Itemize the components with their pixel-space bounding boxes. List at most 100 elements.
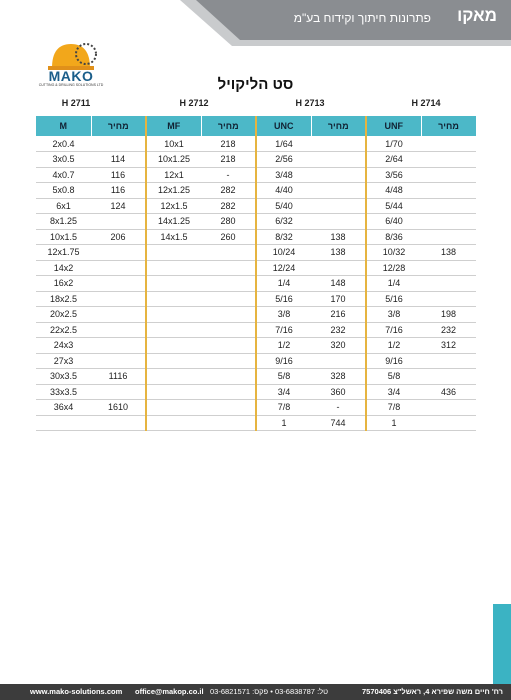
size-cell: 12/28 — [366, 260, 421, 276]
price-cell — [311, 167, 367, 183]
size-cell: 6/40 — [366, 213, 421, 230]
price-cell — [421, 136, 476, 152]
logo-tagline: CUTTING & DRILLING SOLUTIONS LTD — [38, 83, 104, 87]
price-cell — [91, 275, 147, 292]
price-cell: 138 — [421, 244, 476, 261]
price-cell — [201, 306, 257, 323]
price-cell — [201, 275, 257, 292]
price-cell: 312 — [421, 337, 476, 354]
price-cell: 282 — [201, 198, 257, 214]
table-row: 16x2 1/4 148 1/4 — [36, 275, 476, 292]
size-cell: 10/24 — [256, 244, 311, 261]
code-h2711: H 2711 — [61, 98, 91, 108]
size-cell — [146, 415, 201, 431]
price-cell — [91, 353, 147, 369]
price-cell: 116 — [91, 167, 147, 183]
size-cell: 33x3.5 — [36, 384, 91, 400]
footer-website[interactable]: www.mako-solutions.com — [30, 687, 123, 696]
price-cell — [201, 322, 257, 338]
table-row: 36x4 1610 7/8-7/8 — [36, 399, 476, 416]
table-header-row: M מחיר MF מחיר UNC מחיר UNF מחיר — [36, 116, 477, 136]
price-cell — [421, 415, 476, 431]
size-cell — [146, 368, 201, 385]
price-cell — [311, 260, 367, 276]
price-cell — [421, 198, 476, 214]
size-cell: 3/48 — [256, 167, 311, 183]
table-row: 8x1.25 14x1.25 280 6/32 6/40 — [36, 213, 476, 230]
price-cell — [91, 260, 147, 276]
size-cell: 12x1.5 — [146, 198, 201, 214]
size-cell: 12x1 — [146, 167, 201, 183]
size-cell: 30x3.5 — [36, 368, 91, 385]
size-cell: 6/32 — [256, 213, 311, 230]
price-cell: 320 — [311, 337, 367, 354]
size-cell — [146, 291, 201, 307]
header-unf: UNF — [366, 116, 422, 136]
size-cell: 3/4 — [256, 384, 311, 400]
price-cell — [311, 151, 367, 168]
helmet-icon — [48, 43, 97, 70]
footer-email[interactable]: office@makop.co.il — [135, 687, 204, 696]
price-cell — [421, 291, 476, 307]
price-cell — [201, 244, 257, 261]
size-cell: 4/40 — [256, 182, 311, 199]
size-cell: 2x0.4 — [36, 136, 91, 152]
table-row: 14x2 12/24 12/28 — [36, 260, 476, 276]
size-cell: 2/64 — [366, 151, 421, 168]
price-cell: 436 — [421, 384, 476, 400]
price-cell — [421, 399, 476, 416]
header-price: מחיר — [201, 116, 257, 136]
table-row: 12x1.75 10/24 138 10/32 138 — [36, 244, 476, 261]
price-cell: 138 — [311, 244, 367, 261]
header-shape — [180, 0, 511, 46]
size-cell: 10x1.25 — [146, 151, 201, 168]
price-cell — [421, 213, 476, 230]
brand-name: מאקו — [457, 6, 497, 25]
price-cell — [311, 136, 367, 152]
size-cell — [146, 353, 201, 369]
size-cell: 5/16 — [256, 291, 311, 307]
header-price: מחיר — [421, 116, 477, 136]
size-cell: 18x2.5 — [36, 291, 91, 307]
price-cell: 232 — [311, 322, 367, 338]
size-cell: 36x4 — [36, 399, 91, 416]
price-cell — [421, 275, 476, 292]
page-title: סט הליקויל — [217, 76, 294, 93]
size-cell: 9/16 — [366, 353, 421, 369]
price-cell: 116 — [91, 182, 147, 199]
size-cell: 7/8 — [366, 399, 421, 416]
size-cell: 7/16 — [366, 322, 421, 338]
price-cell: 198 — [421, 306, 476, 323]
price-cell: 1610 — [91, 399, 147, 416]
size-cell: 3/56 — [366, 167, 421, 183]
price-cell — [201, 368, 257, 385]
size-cell: 20x2.5 — [36, 306, 91, 323]
price-cell — [311, 198, 367, 214]
price-cell — [311, 353, 367, 369]
price-cell: 744 — [311, 415, 367, 431]
size-cell — [146, 244, 201, 261]
price-cell — [421, 229, 476, 245]
price-cell — [201, 399, 257, 416]
size-cell: 14x2 — [36, 260, 91, 276]
size-cell: 1/64 — [256, 136, 311, 152]
size-cell: 8/32 — [256, 229, 311, 245]
price-cell: 218 — [201, 136, 257, 152]
price-cell: 282 — [201, 182, 257, 199]
price-cell — [421, 368, 476, 385]
price-cell — [421, 167, 476, 183]
size-cell: 3/8 — [366, 306, 421, 323]
price-cell: 360 — [311, 384, 367, 400]
price-cell — [201, 353, 257, 369]
price-cell: 280 — [201, 213, 257, 230]
size-cell: 1/2 — [256, 337, 311, 354]
size-cell: 16x2 — [36, 275, 91, 292]
table-row: 18x2.5 5/16 170 5/16 — [36, 291, 476, 307]
price-cell: 216 — [311, 306, 367, 323]
code-h2714: H 2714 — [411, 98, 441, 108]
size-cell: 7/16 — [256, 322, 311, 338]
table-row: 22x2.5 7/16 232 7/16 232 — [36, 322, 476, 338]
price-cell — [201, 337, 257, 354]
size-cell: 12x1.25 — [146, 182, 201, 199]
size-cell — [146, 384, 201, 400]
